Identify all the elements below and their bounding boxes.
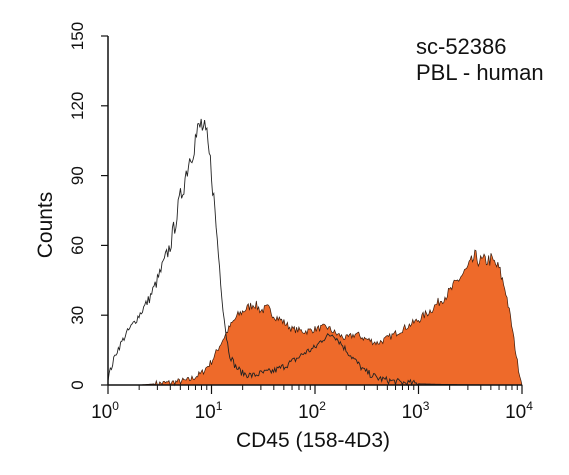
x-tick-label: 100 bbox=[91, 399, 119, 423]
annotation-sample: PBL - human bbox=[416, 60, 544, 85]
stained-histogram bbox=[108, 249, 523, 387]
x-tick-label: 101 bbox=[195, 399, 223, 423]
y-tick-label: 30 bbox=[68, 306, 87, 325]
x-tick-label: 103 bbox=[402, 399, 430, 423]
y-tick-label: 90 bbox=[68, 166, 87, 185]
y-tick-label: 60 bbox=[68, 236, 87, 255]
y-axis-label: Counts bbox=[34, 192, 57, 259]
x-tick-label: 104 bbox=[505, 399, 533, 423]
y-tick-label: 150 bbox=[68, 22, 87, 50]
x-axis-label: CD45 (158-4D3) bbox=[236, 429, 390, 452]
annotation-product: sc-52386 bbox=[416, 34, 507, 59]
series-layer bbox=[107, 118, 523, 387]
y-tick-label: 120 bbox=[68, 92, 87, 120]
x-tick-label: 102 bbox=[298, 399, 326, 423]
y-tick-label: 0 bbox=[68, 380, 87, 389]
